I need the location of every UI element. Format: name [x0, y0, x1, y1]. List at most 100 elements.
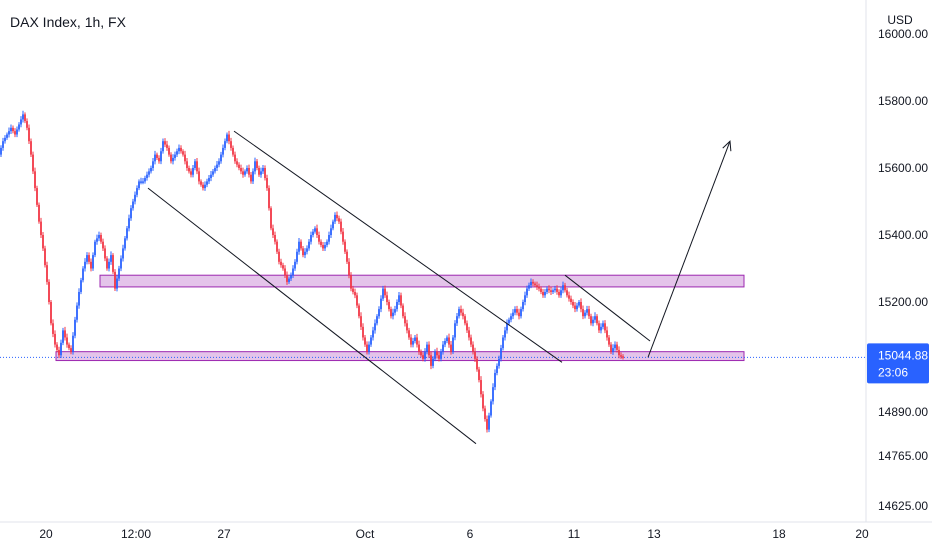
candle-body: [472, 344, 474, 352]
candle-body: [340, 221, 342, 232]
candle-body: [92, 255, 94, 269]
candle-body: [508, 319, 510, 324]
candle-body: [584, 312, 586, 317]
candle-body: [290, 275, 292, 279]
candle-body: [400, 295, 402, 306]
candle-body: [456, 316, 458, 324]
candle-body: [466, 323, 468, 331]
candle-body: [600, 326, 602, 331]
candle-body: [620, 355, 622, 357]
candle-body: [0, 147, 2, 155]
candle-body: [216, 164, 218, 168]
x-tick-label: 27: [217, 527, 231, 541]
candle-body: [110, 255, 112, 262]
projection-arrow-line: [647, 141, 731, 358]
trendline-2: [147, 187, 477, 445]
candle-body: [470, 337, 472, 345]
candle-body: [16, 129, 18, 135]
projection-arrow-head: [722, 140, 732, 152]
candle-body: [280, 261, 282, 266]
candle-body: [528, 285, 530, 289]
candle-body: [18, 124, 20, 130]
zone-1: [99, 274, 745, 288]
candle-body: [100, 235, 102, 242]
candle-body: [344, 241, 346, 252]
candle-body: [32, 154, 34, 172]
candle-body: [458, 309, 460, 317]
candle-body: [418, 344, 420, 352]
candle-body: [300, 241, 302, 249]
candle-body: [536, 285, 538, 287]
candle-body: [176, 151, 178, 155]
y-tick-label: 14890.00: [878, 405, 928, 419]
candle-body: [606, 330, 608, 338]
candle-body: [474, 351, 476, 359]
candle-body: [382, 288, 384, 299]
candle-body: [408, 330, 410, 338]
y-tick-label: 15600.00: [878, 161, 928, 175]
candle-body: [406, 323, 408, 331]
candle-body: [138, 181, 140, 189]
candle-body: [518, 312, 520, 317]
candle-body: [566, 290, 568, 296]
candle-body: [258, 168, 260, 175]
candle-body: [200, 181, 202, 185]
candle-body: [592, 319, 594, 324]
candle-body: [374, 323, 376, 331]
candle-body: [468, 330, 470, 338]
candle-body: [278, 251, 280, 262]
candle-body: [224, 141, 226, 148]
candle-body: [296, 251, 298, 262]
candle-body: [222, 147, 224, 155]
candle-body: [330, 228, 332, 235]
candle-body: [238, 164, 240, 168]
candle-body: [266, 178, 268, 189]
candle-body: [168, 147, 170, 155]
candle-body: [560, 290, 562, 296]
candle-body: [208, 178, 210, 182]
candle-body: [324, 245, 326, 249]
candle-body: [564, 285, 566, 291]
candle-body: [336, 214, 338, 219]
candle-body: [144, 178, 146, 182]
candle-body: [36, 188, 38, 205]
candle-body: [562, 285, 564, 291]
candle-body: [514, 309, 516, 313]
candle-body: [390, 309, 392, 317]
candle-body: [308, 241, 310, 249]
candle-body: [292, 268, 294, 276]
candle-body: [28, 127, 30, 142]
candle-body: [124, 238, 126, 249]
candle-body: [546, 288, 548, 292]
candle-body: [504, 330, 506, 338]
candle-body: [56, 344, 58, 350]
candle-body: [90, 261, 92, 269]
candle-body: [4, 137, 6, 142]
candle-body: [438, 355, 440, 359]
candle-body: [26, 121, 28, 128]
candle-body: [220, 154, 222, 162]
candle-body: [442, 344, 444, 352]
candle-body: [604, 323, 606, 331]
candle-body: [302, 248, 304, 256]
candle-body: [2, 141, 4, 148]
candle-body: [424, 351, 426, 359]
candle-body: [212, 171, 214, 175]
x-tick-label: 20: [855, 527, 869, 541]
y-tick-label: 14765.00: [878, 449, 928, 463]
candle-body: [548, 288, 550, 291]
candle-body: [196, 161, 198, 172]
candle-body: [96, 238, 98, 242]
candle-body: [262, 168, 264, 172]
candle-body: [552, 290, 554, 292]
candle-body: [524, 295, 526, 302]
zone-2: [55, 351, 745, 362]
candle-body: [12, 127, 14, 132]
candle-body: [550, 290, 552, 292]
candle-body: [350, 275, 352, 289]
candle-body: [410, 337, 412, 345]
candle-body: [202, 184, 204, 189]
candle-body: [184, 154, 186, 162]
